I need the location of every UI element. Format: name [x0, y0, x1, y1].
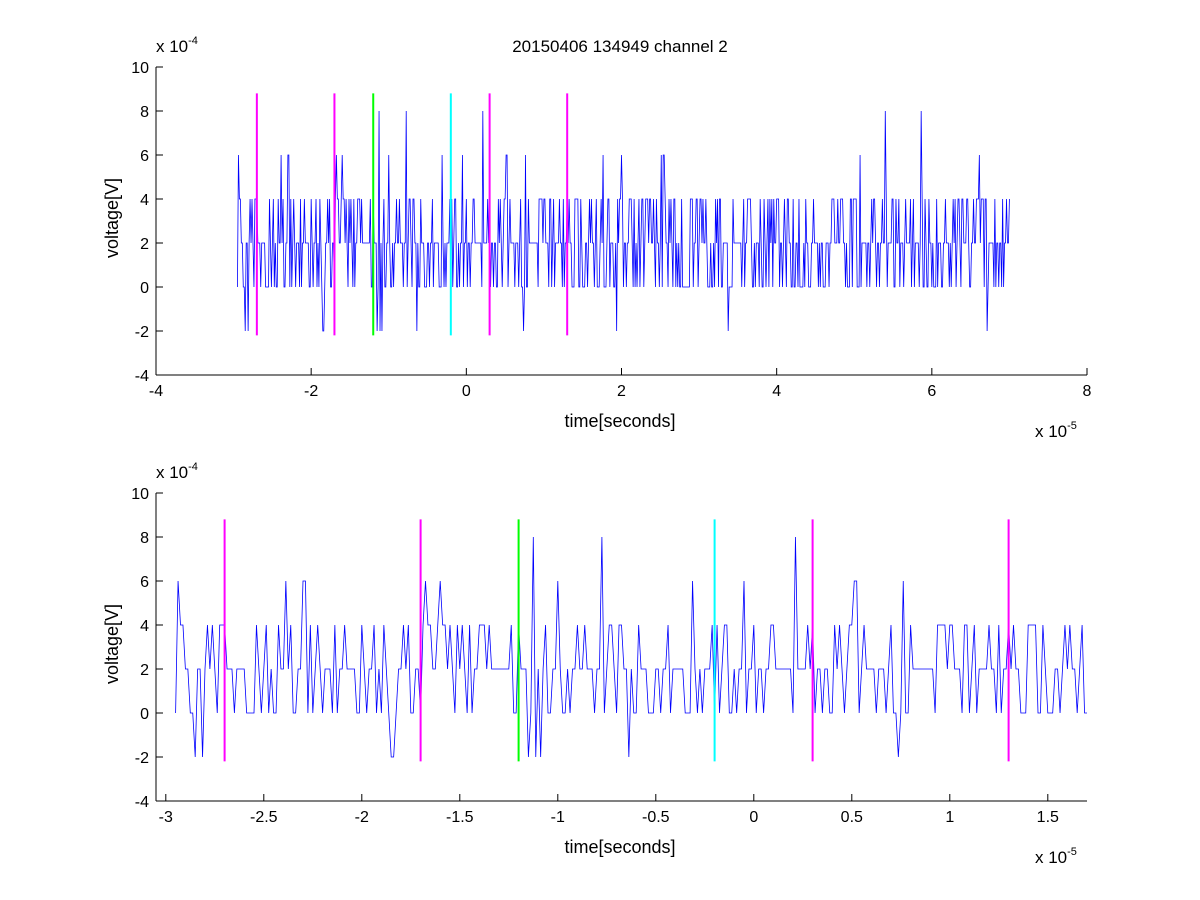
top-y-tick-label: 4	[140, 192, 149, 209]
bottom-y-tick-label: 8	[140, 530, 149, 547]
top-x-tick-label: 2	[617, 383, 626, 400]
bottom-y-tick-label: 10	[131, 486, 149, 503]
top-y-tick-label: 2	[140, 236, 149, 253]
top-x-tick-label: 4	[772, 383, 781, 400]
bottom-y-tick-label: 0	[140, 706, 149, 723]
top-y-tick-label: 0	[140, 280, 149, 297]
bottom-x-tick-label: -3	[159, 809, 173, 826]
bottom-y-tick-label: 6	[140, 574, 149, 591]
top-subplot: -4 -2 0 2 4 6 8 -4 -2 0 2 4 6 8 10 time[seconds] volt…	[102, 35, 1092, 441]
bottom-x-tick-label: 0	[749, 809, 758, 826]
top-x-axis-label: time[seconds]	[564, 411, 675, 431]
bottom-x-tick-label: -1.5	[446, 809, 474, 826]
top-y-tick-label: 10	[131, 60, 149, 77]
bottom-x-tick-label: -2	[355, 809, 369, 826]
bottom-plot-area	[155, 493, 1087, 802]
top-x-tick-label: 6	[927, 383, 936, 400]
top-y-ticks: -4 -2 0 2 4 6 8 10	[131, 60, 163, 385]
top-y-tick-label: -2	[135, 324, 149, 341]
bottom-voltage-trace	[175, 536, 1087, 758]
top-y-tick-label: -4	[135, 368, 149, 385]
bottom-x-tick-label: -1	[551, 809, 565, 826]
bottom-subplot: -3 -2.5 -2 -1.5 -1 -0.5 0 0.5 1 1.5 -4 -2 0 2 4 6 8 10 t…	[102, 461, 1087, 867]
bottom-x-ticks: -3 -2.5 -2 -1.5 -1 -0.5 0 0.5 1 1.5	[159, 794, 1059, 826]
bottom-y-tick-label: 4	[140, 618, 149, 635]
top-x-tick-label: 0	[462, 383, 471, 400]
bottom-y-tick-label: 2	[140, 662, 149, 679]
bottom-x-axis-label: time[seconds]	[564, 837, 675, 857]
top-y-multiplier: x 10-4	[156, 35, 198, 56]
bottom-x-tick-label: 1	[945, 809, 954, 826]
top-x-multiplier: x 10-5	[1035, 420, 1077, 441]
top-y-tick-label: 6	[140, 148, 149, 165]
top-x-ticks: -4 -2 0 2 4 6 8	[149, 368, 1092, 400]
top-y-tick-label: 8	[140, 104, 149, 121]
chart-title: 20150406 134949 channel 2	[512, 37, 728, 56]
top-x-tick-label: 8	[1083, 383, 1092, 400]
bottom-x-tick-label: -0.5	[642, 809, 670, 826]
bottom-y-ticks: -4 -2 0 2 4 6 8 10	[131, 486, 163, 811]
bottom-x-multiplier: x 10-5	[1035, 846, 1077, 867]
bottom-y-axis-label: voltage[V]	[102, 604, 122, 684]
bottom-x-tick-label: 1.5	[1037, 809, 1059, 826]
bottom-y-tick-label: -2	[135, 750, 149, 767]
top-x-tick-label: -4	[149, 383, 163, 400]
top-y-axis-label: voltage[V]	[102, 178, 122, 258]
bottom-x-tick-label: 0.5	[841, 809, 863, 826]
bottom-y-multiplier: x 10-4	[156, 461, 198, 482]
top-voltage-trace	[237, 110, 1010, 332]
bottom-y-tick-label: -4	[135, 794, 149, 811]
top-x-tick-label: -2	[304, 383, 318, 400]
bottom-x-tick-label: -2.5	[250, 809, 278, 826]
